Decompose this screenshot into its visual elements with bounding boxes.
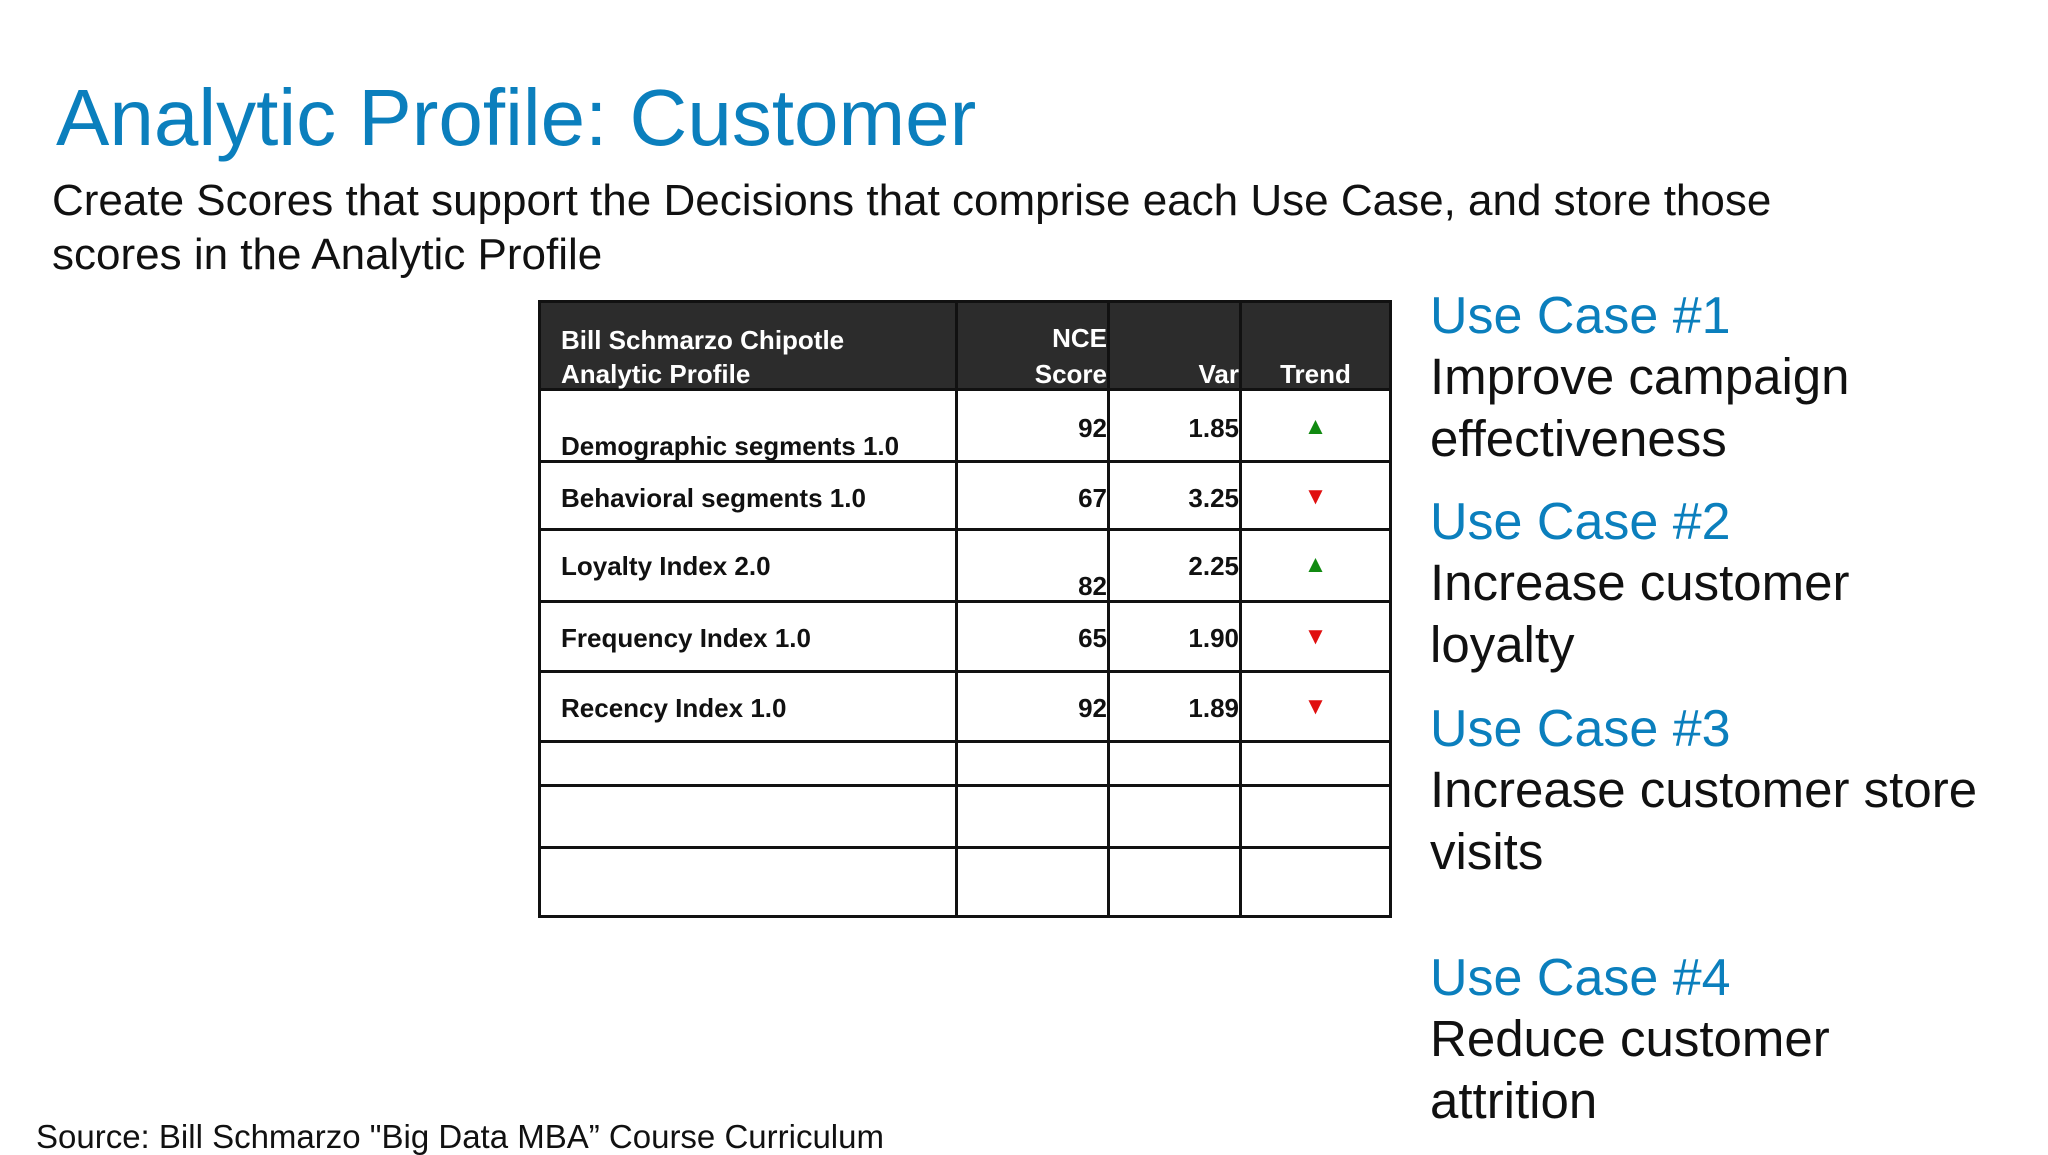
row-var: 1.90: [1188, 623, 1239, 653]
analytic-profile-table: Bill Schmarzo Chipotle Analytic Profile …: [538, 300, 1392, 918]
use-case-4-line1: Reduce customer: [1430, 1010, 1830, 1067]
table-header-row: Bill Schmarzo Chipotle Analytic Profile …: [541, 303, 1389, 391]
row-var: 1.89: [1188, 693, 1239, 723]
row-name: Loyalty Index 2.0: [561, 551, 771, 581]
use-case-3-line1: Increase customer store: [1430, 761, 1978, 818]
use-case-1-heading: Use Case #1: [1430, 287, 1731, 345]
row-var: 2.25: [1188, 551, 1239, 581]
header-score-line2: Score: [1034, 359, 1107, 389]
header-trend: Trend: [1242, 303, 1389, 389]
header-var: Var: [1110, 303, 1242, 389]
use-case-1-line2: effectiveness: [1430, 410, 1727, 467]
table-row: Behavioral segments 1.0 67 3.25 ▼: [541, 463, 1389, 531]
header-score: NCE Score: [958, 303, 1110, 389]
row-name: Recency Index 1.0: [561, 693, 787, 723]
source-citation: Source: Bill Schmarzo "Big Data MBA” Cou…: [36, 1118, 884, 1155]
use-case-3-line2: visits: [1430, 823, 1544, 880]
use-case-1-line1: Improve campaign: [1430, 348, 1850, 405]
table-row: Recency Index 1.0 92 1.89 ▼: [541, 673, 1389, 743]
empty-table-row: [541, 743, 1389, 787]
trend-down-icon: ▼: [1303, 693, 1328, 720]
slide-title: Analytic Profile: Customer: [56, 73, 977, 162]
use-case-4-line2: attrition: [1430, 1072, 1598, 1129]
header-score-line1: NCE: [1052, 323, 1107, 353]
header-profile-name: Bill Schmarzo Chipotle Analytic Profile: [541, 303, 958, 389]
use-case-2-line1: Increase customer: [1430, 554, 1850, 611]
row-score: 65: [1078, 623, 1107, 653]
row-score: 67: [1078, 483, 1107, 513]
use-case-3-description: Increase customer store visits: [1430, 759, 2030, 883]
trend-down-icon: ▼: [1303, 483, 1328, 510]
slide-subtitle: Create Scores that support the Decisions…: [52, 176, 1772, 279]
use-case-2-description: Increase customer loyalty: [1430, 552, 2030, 676]
empty-table-row: [541, 787, 1389, 849]
trend-down-icon: ▼: [1303, 623, 1328, 650]
table-row: Demographic segments 1.0 92 1.85 ▲: [541, 391, 1389, 463]
row-score: 92: [1078, 413, 1107, 443]
table-row: Loyalty Index 2.0 82 2.25 ▲: [541, 531, 1389, 603]
table-row: Frequency Index 1.0 65 1.90 ▼: [541, 603, 1389, 673]
use-case-4-description: Reduce customer attrition: [1430, 1008, 2030, 1132]
row-var: 1.85: [1188, 413, 1239, 443]
row-score: 92: [1078, 693, 1107, 723]
row-name: Demographic segments 1.0: [561, 431, 900, 461]
use-case-1-description: Improve campaign effectiveness: [1430, 346, 2030, 470]
row-name: Frequency Index 1.0: [561, 623, 811, 653]
empty-table-row: [541, 849, 1389, 915]
header-name-line1: Bill Schmarzo Chipotle: [561, 325, 845, 355]
row-name: Behavioral segments 1.0: [561, 483, 866, 513]
header-trend-label: Trend: [1280, 359, 1351, 389]
trend-up-icon: ▲: [1303, 413, 1328, 440]
row-var: 3.25: [1188, 483, 1239, 513]
header-name-line2: Analytic Profile: [561, 359, 751, 389]
header-var-label: Var: [1198, 359, 1240, 389]
use-case-4-heading: Use Case #4: [1430, 949, 1731, 1007]
trend-up-icon: ▲: [1303, 551, 1328, 578]
row-score: 82: [1078, 571, 1107, 601]
use-case-3-heading: Use Case #3: [1430, 700, 1731, 758]
use-case-2-heading: Use Case #2: [1430, 493, 1731, 551]
use-case-2-line2: loyalty: [1430, 616, 1575, 673]
